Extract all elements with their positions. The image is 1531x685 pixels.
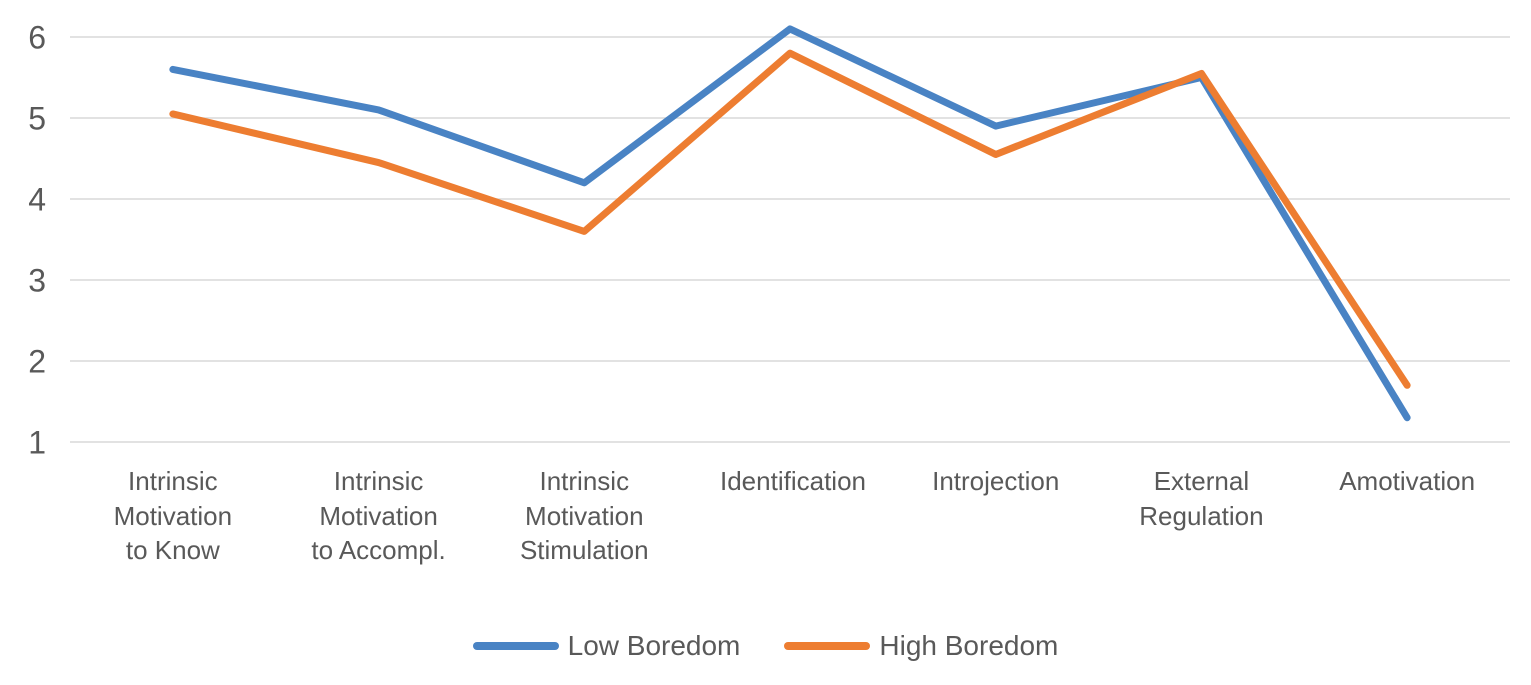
y-axis-tick-label: 2 [28,344,46,380]
y-axis-tick-label: 6 [28,20,46,56]
legend-item-high-boredom: High Boredom [784,630,1058,662]
legend-label: Low Boredom [567,630,741,661]
x-axis-label: External Regulation [1139,466,1264,531]
x-axis-label: Intrinsic Motivation Stimulation [519,466,649,566]
legend: Low Boredom High Boredom [0,630,1531,662]
series-line-low-boredom [169,25,1411,422]
legend-label: High Boredom [879,630,1059,661]
x-axis-label: Intrinsic Motivation to Know [113,466,233,566]
x-axis-label: Amotivation [1339,466,1476,496]
legend-line-swatch-icon [472,642,559,650]
x-axis-labels: Intrinsic Motivation to Know Intrinsic Mo… [0,464,1531,594]
y-axis-tick-label: 5 [28,101,46,137]
y-axis-tick-label: 4 [28,182,46,218]
legend-line-swatch-icon [784,642,871,650]
series-line-high-boredom [169,49,1411,389]
x-axis-label: Identification [720,466,866,496]
x-axis-label: Introjection [932,466,1060,496]
legend-item-low-boredom: Low Boredom [472,630,741,662]
x-axis-label: Intrinsic Motivation to Accompl. [311,466,446,566]
y-axis-tick-label: 3 [28,263,46,299]
y-axis-tick-label: 1 [28,425,46,461]
